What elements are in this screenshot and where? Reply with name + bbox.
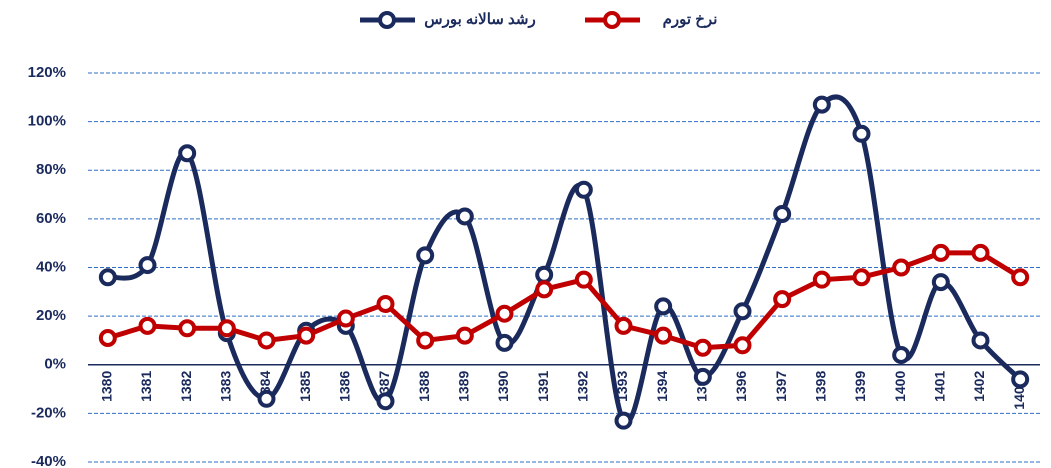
point <box>297 326 316 345</box>
point <box>495 333 514 352</box>
x-tick-label: 1386 <box>337 371 353 402</box>
point <box>733 336 752 355</box>
point <box>416 246 435 265</box>
x-tick-label: 1396 <box>733 371 749 402</box>
point <box>574 270 593 289</box>
series-line <box>107 94 1022 426</box>
point <box>773 290 792 309</box>
point <box>257 389 276 408</box>
point <box>812 270 831 289</box>
point <box>1011 370 1030 389</box>
y-tick-label: 20% <box>36 307 66 324</box>
x-tick-label: 1388 <box>416 371 432 402</box>
point <box>376 294 395 313</box>
point <box>1011 268 1030 287</box>
y-tick-label: 80% <box>36 161 66 178</box>
x-tick-label: 1383 <box>218 371 234 402</box>
point <box>931 243 950 262</box>
y-tick-label: 120% <box>28 64 66 81</box>
point <box>98 268 117 287</box>
point <box>178 144 197 163</box>
x-tick-label: 1390 <box>495 371 511 402</box>
x-tick-label: 1391 <box>535 371 551 402</box>
point <box>852 124 871 143</box>
point <box>257 331 276 350</box>
point <box>971 243 990 262</box>
point <box>614 411 633 430</box>
x-tick-label: 1397 <box>773 371 789 402</box>
x-tick-label: 1382 <box>178 371 194 402</box>
point <box>654 326 673 345</box>
point <box>892 346 911 365</box>
y-tick-label: 40% <box>36 258 66 275</box>
y-tick-label: 0% <box>44 356 66 373</box>
x-tick-label: 1385 <box>297 371 313 402</box>
point <box>654 297 673 316</box>
point <box>138 256 157 275</box>
x-tick-label: 1380 <box>99 371 115 402</box>
point <box>217 319 236 338</box>
x-tick-label: 1402 <box>971 371 987 402</box>
point <box>733 302 752 321</box>
point <box>812 95 831 114</box>
point <box>98 329 117 348</box>
point <box>614 316 633 335</box>
y-tick-label: -40% <box>31 453 66 468</box>
x-tick-label: 1394 <box>654 371 670 402</box>
x-tick-label: 1381 <box>138 371 154 402</box>
legend-marker <box>603 11 621 29</box>
point <box>971 331 990 350</box>
point <box>495 304 514 323</box>
legend-label: رشد سالانه بورس <box>424 11 535 28</box>
point <box>138 316 157 335</box>
y-tick-label: 60% <box>36 210 66 227</box>
x-tick-label: 1389 <box>456 371 472 402</box>
point <box>455 326 474 345</box>
legend-label: نرخ تورم <box>663 11 718 28</box>
point <box>693 367 712 386</box>
legend-marker <box>378 11 396 29</box>
point <box>535 280 554 299</box>
point <box>178 319 197 338</box>
x-tick-label: 1398 <box>813 371 829 402</box>
point <box>535 265 554 284</box>
point <box>376 392 395 411</box>
point <box>892 258 911 277</box>
y-tick-label: -20% <box>31 404 66 421</box>
x-tick-label: 1401 <box>932 371 948 402</box>
point <box>931 273 950 292</box>
x-tick-label: 1399 <box>852 371 868 402</box>
point <box>574 180 593 199</box>
point <box>693 338 712 357</box>
point <box>852 268 871 287</box>
point <box>773 205 792 224</box>
x-tick-label: 1392 <box>575 371 591 402</box>
point <box>336 309 355 328</box>
point <box>416 331 435 350</box>
y-tick-label: 100% <box>28 113 66 130</box>
point <box>455 207 474 226</box>
x-tick-label: 1400 <box>892 371 908 402</box>
